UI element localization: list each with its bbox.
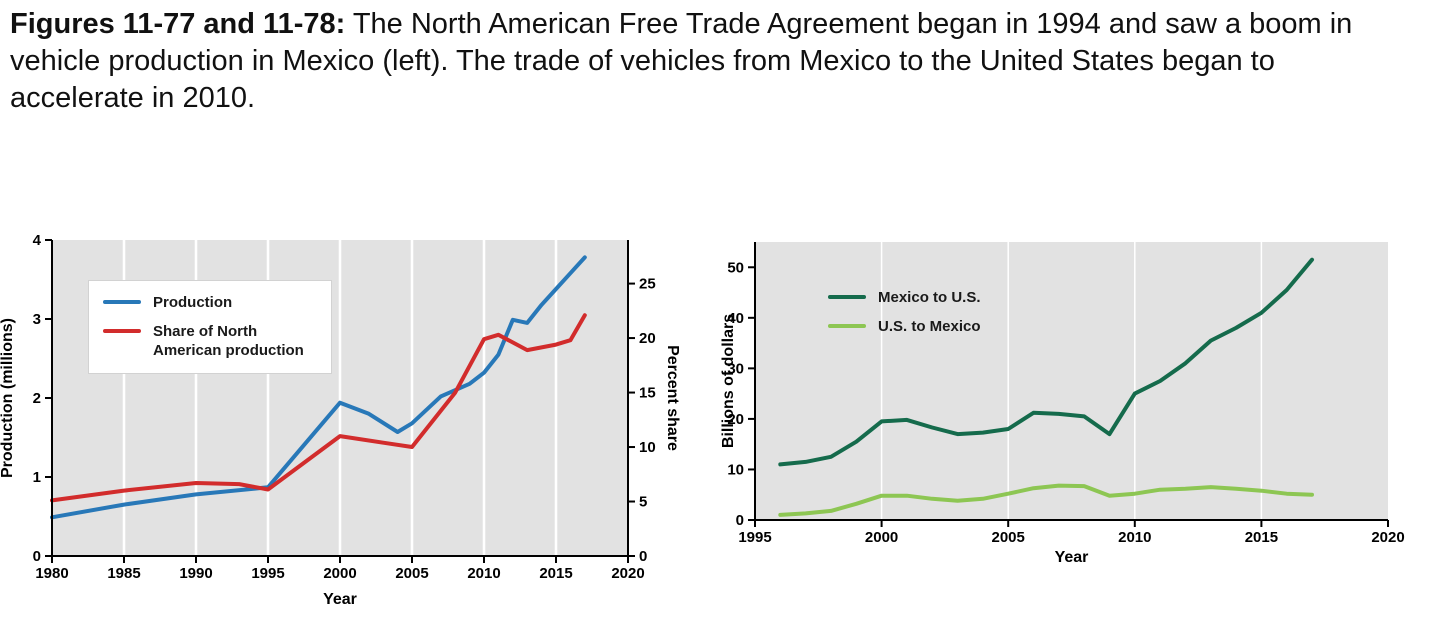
svg-text:1990: 1990 [179, 565, 212, 582]
svg-text:4: 4 [33, 232, 42, 249]
vehicle-trade-chart: 1995 2000 2005 2010 2015 2020 0 10 20 30 40 50 Year B… [720, 242, 1405, 566]
svg-text:2010: 2010 [1118, 529, 1151, 546]
svg-text:0: 0 [33, 548, 41, 565]
svg-text:15: 15 [639, 385, 656, 402]
legend-label-us-to-mexico: U.S. to Mexico [878, 317, 981, 335]
svg-text:Billions of dollars: Billions of dollars [720, 314, 737, 448]
legend-item-production: Production [103, 293, 315, 313]
svg-text:40: 40 [727, 310, 744, 327]
svg-text:20: 20 [727, 411, 744, 428]
svg-text:Year: Year [1055, 549, 1089, 566]
legend-item-share: Share of North American production [103, 322, 315, 361]
legend-label-production: Production [153, 294, 233, 311]
share-line-swatch [103, 328, 141, 333]
svg-text:Year: Year [323, 591, 357, 608]
production-line-swatch [103, 300, 141, 304]
svg-text:50: 50 [727, 259, 744, 276]
svg-text:2015: 2015 [539, 565, 572, 582]
svg-text:0: 0 [639, 548, 647, 565]
svg-text:25: 25 [639, 276, 656, 293]
caption-figure-numbers: Figures 11-77 and 11-78: [10, 8, 346, 40]
svg-text:1: 1 [33, 469, 41, 486]
svg-text:1985: 1985 [107, 565, 140, 582]
figure-caption: Figures 11-77 and 11-78: The North Ameri… [10, 6, 1360, 117]
svg-text:2000: 2000 [323, 565, 356, 582]
svg-text:2: 2 [33, 390, 41, 407]
svg-text:2020: 2020 [1371, 529, 1404, 546]
svg-text:Percent share: Percent share [664, 345, 681, 451]
svg-text:5: 5 [639, 494, 647, 511]
mexico-to-us-line-swatch [828, 295, 866, 299]
legend-label-mexico-to-us: Mexico to U.S. [878, 289, 981, 306]
svg-text:2020: 2020 [611, 565, 644, 582]
svg-text:3: 3 [33, 311, 41, 328]
caption-body: The North American Free Trade Agreement … [10, 8, 1353, 115]
svg-text:2010: 2010 [467, 565, 500, 582]
svg-text:30: 30 [727, 360, 744, 377]
svg-text:10: 10 [639, 439, 656, 456]
svg-text:Production (millions): Production (millions) [0, 318, 16, 478]
svg-text:2015: 2015 [1245, 529, 1278, 546]
svg-text:1980: 1980 [35, 565, 68, 582]
svg-text:2005: 2005 [992, 529, 1025, 546]
legend-label-share: Share of North American production [153, 322, 304, 360]
legend-item-mexico-to-us: Mexico to U.S. [828, 288, 981, 308]
svg-text:20: 20 [639, 330, 656, 347]
svg-text:2000: 2000 [865, 529, 898, 546]
legend-item-us-to-mexico: U.S. to Mexico [828, 317, 981, 337]
svg-text:0: 0 [736, 512, 744, 529]
us-to-mexico-line-swatch [828, 323, 866, 328]
svg-text:1995: 1995 [251, 565, 284, 582]
production-chart-legend: Production Share of North American produ… [88, 280, 332, 374]
trade-chart-legend: Mexico to U.S. U.S. to Mexico [828, 288, 981, 336]
svg-text:10: 10 [727, 461, 744, 478]
svg-text:2005: 2005 [395, 565, 428, 582]
svg-text:1995: 1995 [738, 529, 771, 546]
